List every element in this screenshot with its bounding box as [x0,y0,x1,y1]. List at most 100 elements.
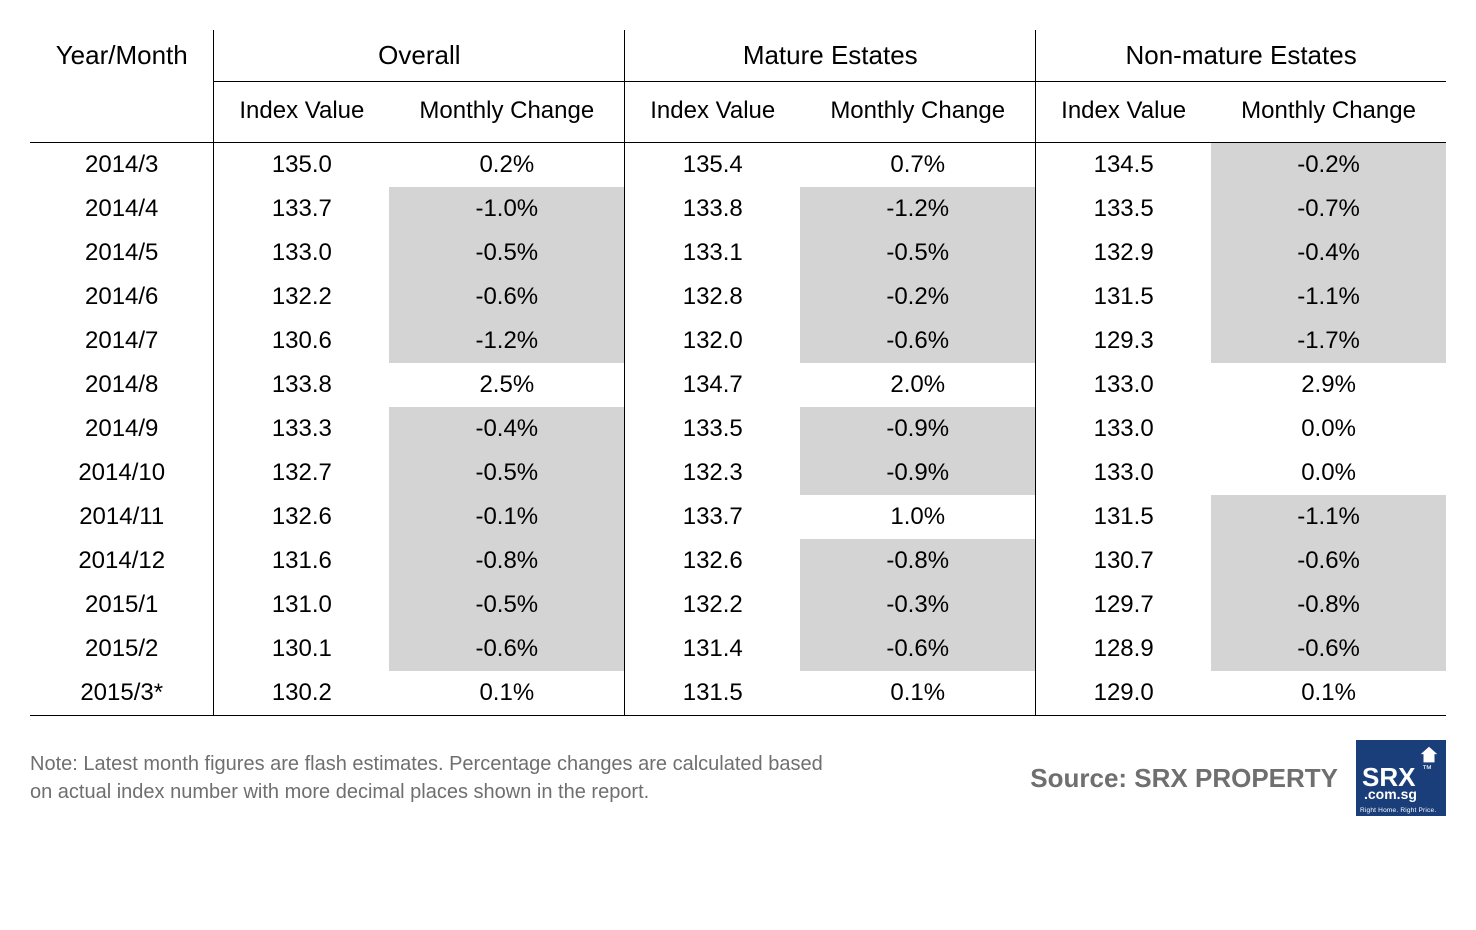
cell-value: 133.3 [214,407,389,451]
cell-value: 0.0% [1211,407,1446,451]
house-icon [1418,744,1440,766]
cell-value: 131.6 [214,539,389,583]
col-group-mature: Mature Estates [625,30,1036,82]
cell-value: 132.0 [625,319,800,363]
cell-yearmonth: 2014/9 [30,407,214,451]
cell-value: -0.1% [389,495,624,539]
cell-value: 130.6 [214,319,389,363]
cell-value: 131.5 [1036,495,1211,539]
cell-value: -1.2% [389,319,624,363]
cell-value: 131.5 [1036,275,1211,319]
cell-value: -0.5% [389,583,624,627]
col-group-overall: Overall [214,30,625,82]
cell-value: 1.0% [800,495,1035,539]
cell-yearmonth: 2014/7 [30,319,214,363]
cell-value: 132.3 [625,451,800,495]
cell-value: 133.0 [1036,363,1211,407]
cell-value: 133.5 [625,407,800,451]
cell-value: 132.8 [625,275,800,319]
cell-value: 0.0% [1211,451,1446,495]
cell-value: 133.8 [214,363,389,407]
cell-value: 130.1 [214,627,389,671]
cell-value: 132.7 [214,451,389,495]
cell-value: 130.2 [214,671,389,716]
cell-value: 0.1% [800,671,1035,716]
logo-domain: .com.sg [1364,786,1417,802]
cell-value: -0.2% [1211,143,1446,188]
cell-value: 2.0% [800,363,1035,407]
cell-value: 133.1 [625,231,800,275]
cell-value: 131.4 [625,627,800,671]
cell-yearmonth: 2015/3* [30,671,214,716]
source-label: Source: SRX PROPERTY [1030,763,1338,794]
cell-value: -0.6% [389,275,624,319]
sub-header-index-value: Index Value [1036,82,1211,143]
col-header-yearmonth: Year/Month [30,30,214,143]
table-row: 2014/7130.6-1.2%132.0-0.6%129.3-1.7% [30,319,1446,363]
cell-value: -0.8% [389,539,624,583]
cell-value: 133.0 [214,231,389,275]
cell-yearmonth: 2014/11 [30,495,214,539]
table-row: 2014/9133.3-0.4%133.5-0.9%133.00.0% [30,407,1446,451]
table-row: 2014/6132.2-0.6%132.8-0.2%131.5-1.1% [30,275,1446,319]
footer: Note: Latest month figures are flash est… [30,740,1446,816]
cell-value: 131.5 [625,671,800,716]
cell-yearmonth: 2015/2 [30,627,214,671]
cell-value: 128.9 [1036,627,1211,671]
cell-value: 135.0 [214,143,389,188]
cell-yearmonth: 2014/4 [30,187,214,231]
table-row: 2015/2130.1-0.6%131.4-0.6%128.9-0.6% [30,627,1446,671]
cell-value: -0.6% [1211,539,1446,583]
cell-value: 129.7 [1036,583,1211,627]
cell-value: 133.8 [625,187,800,231]
cell-value: 0.1% [389,671,624,716]
cell-value: 129.0 [1036,671,1211,716]
sub-header-monthly-change: Monthly Change [800,82,1035,143]
cell-value: 134.7 [625,363,800,407]
table-row: 2014/11132.6-0.1%133.71.0%131.5-1.1% [30,495,1446,539]
table-row: 2014/3135.00.2%135.40.7%134.5-0.2% [30,143,1446,188]
source-wrap: Source: SRX PROPERTY SRX ™ .com.sg Right… [1030,740,1446,816]
table-row: 2015/1131.0-0.5%132.2-0.3%129.7-0.8% [30,583,1446,627]
cell-value: 133.7 [214,187,389,231]
col-group-nonmature: Non-mature Estates [1036,30,1446,82]
table-row: 2014/12131.6-0.8%132.6-0.8%130.7-0.6% [30,539,1446,583]
table-row: 2014/8133.82.5%134.72.0%133.02.9% [30,363,1446,407]
cell-value: 134.5 [1036,143,1211,188]
cell-value: -0.6% [389,627,624,671]
cell-value: -0.2% [800,275,1035,319]
cell-value: 0.7% [800,143,1035,188]
sub-header-index-value: Index Value [214,82,389,143]
cell-value: 129.3 [1036,319,1211,363]
cell-value: 133.7 [625,495,800,539]
sub-header-index-value: Index Value [625,82,800,143]
cell-value: -1.0% [389,187,624,231]
cell-value: 132.2 [214,275,389,319]
cell-value: -1.2% [800,187,1035,231]
cell-value: -0.8% [1211,583,1446,627]
cell-yearmonth: 2014/8 [30,363,214,407]
cell-yearmonth: 2014/3 [30,143,214,188]
cell-value: -0.8% [800,539,1035,583]
srx-logo: SRX ™ .com.sg Right Home. Right Price. [1356,740,1446,816]
rental-index-table: Year/Month Overall Mature Estates Non-ma… [30,30,1446,716]
cell-value: -0.3% [800,583,1035,627]
cell-value: 133.5 [1036,187,1211,231]
cell-value: -0.5% [389,451,624,495]
cell-value: 0.1% [1211,671,1446,716]
footer-note: Note: Latest month figures are flash est… [30,750,850,806]
cell-value: -0.9% [800,451,1035,495]
logo-tagline: Right Home. Right Price. [1360,807,1436,814]
cell-value: -0.6% [800,319,1035,363]
cell-value: -0.9% [800,407,1035,451]
cell-value: 132.6 [625,539,800,583]
table-row: 2014/5133.0-0.5%133.1-0.5%132.9-0.4% [30,231,1446,275]
cell-yearmonth: 2014/5 [30,231,214,275]
sub-header-monthly-change: Monthly Change [389,82,624,143]
cell-value: -0.6% [1211,627,1446,671]
cell-value: -0.6% [800,627,1035,671]
cell-yearmonth: 2014/12 [30,539,214,583]
cell-yearmonth: 2015/1 [30,583,214,627]
cell-value: -0.5% [389,231,624,275]
table-row: 2014/10132.7-0.5%132.3-0.9%133.00.0% [30,451,1446,495]
